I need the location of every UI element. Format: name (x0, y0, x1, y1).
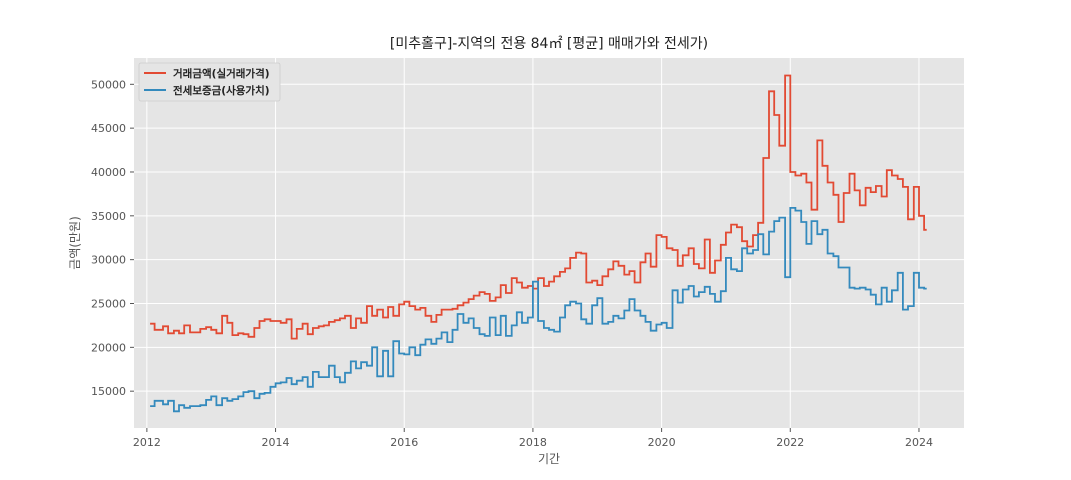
plot-background (134, 58, 964, 428)
legend-label-jeonse-deposit: 전세보증금(사용가치) (173, 84, 270, 97)
y-tick-label: 45000 (91, 122, 126, 135)
y-tick-label: 40000 (91, 166, 126, 179)
x-tick-label: 2020 (648, 436, 676, 449)
x-tick-label: 2024 (905, 436, 933, 449)
y-tick-label: 25000 (91, 297, 126, 310)
legend-box (138, 62, 281, 102)
x-tick-label: 2016 (390, 436, 418, 449)
x-tick-label: 2012 (133, 436, 161, 449)
legend: 거래금액(실거래가격) 전세보증금(사용가치) (138, 62, 281, 102)
chart-title: [미추홀구]-지역의 전용 84㎡ [평균] 매매가와 전세가) (390, 36, 708, 52)
y-tick-label: 15000 (91, 385, 126, 398)
y-tick-label: 50000 (91, 78, 126, 91)
legend-label-trade-price: 거래금액(실거래가격) (173, 67, 270, 80)
x-tick-label: 2022 (776, 436, 804, 449)
y-tick-label: 35000 (91, 210, 126, 223)
y-tick-label: 20000 (91, 341, 126, 354)
y-axis-label: 금액(만원) (68, 216, 82, 270)
tick-layer: 15000 20000 25000 30000 35000 40000 45000 50000… (91, 78, 933, 449)
x-tick-label: 2014 (262, 436, 290, 449)
series-line-jeonse-deposit (150, 207, 927, 413)
x-axis-label: 기간 (538, 452, 560, 466)
x-tick-label: 2018 (519, 436, 547, 449)
y-tick-label: 30000 (91, 254, 126, 267)
series-layer (150, 74, 927, 413)
series-line-trade-price (150, 74, 927, 340)
